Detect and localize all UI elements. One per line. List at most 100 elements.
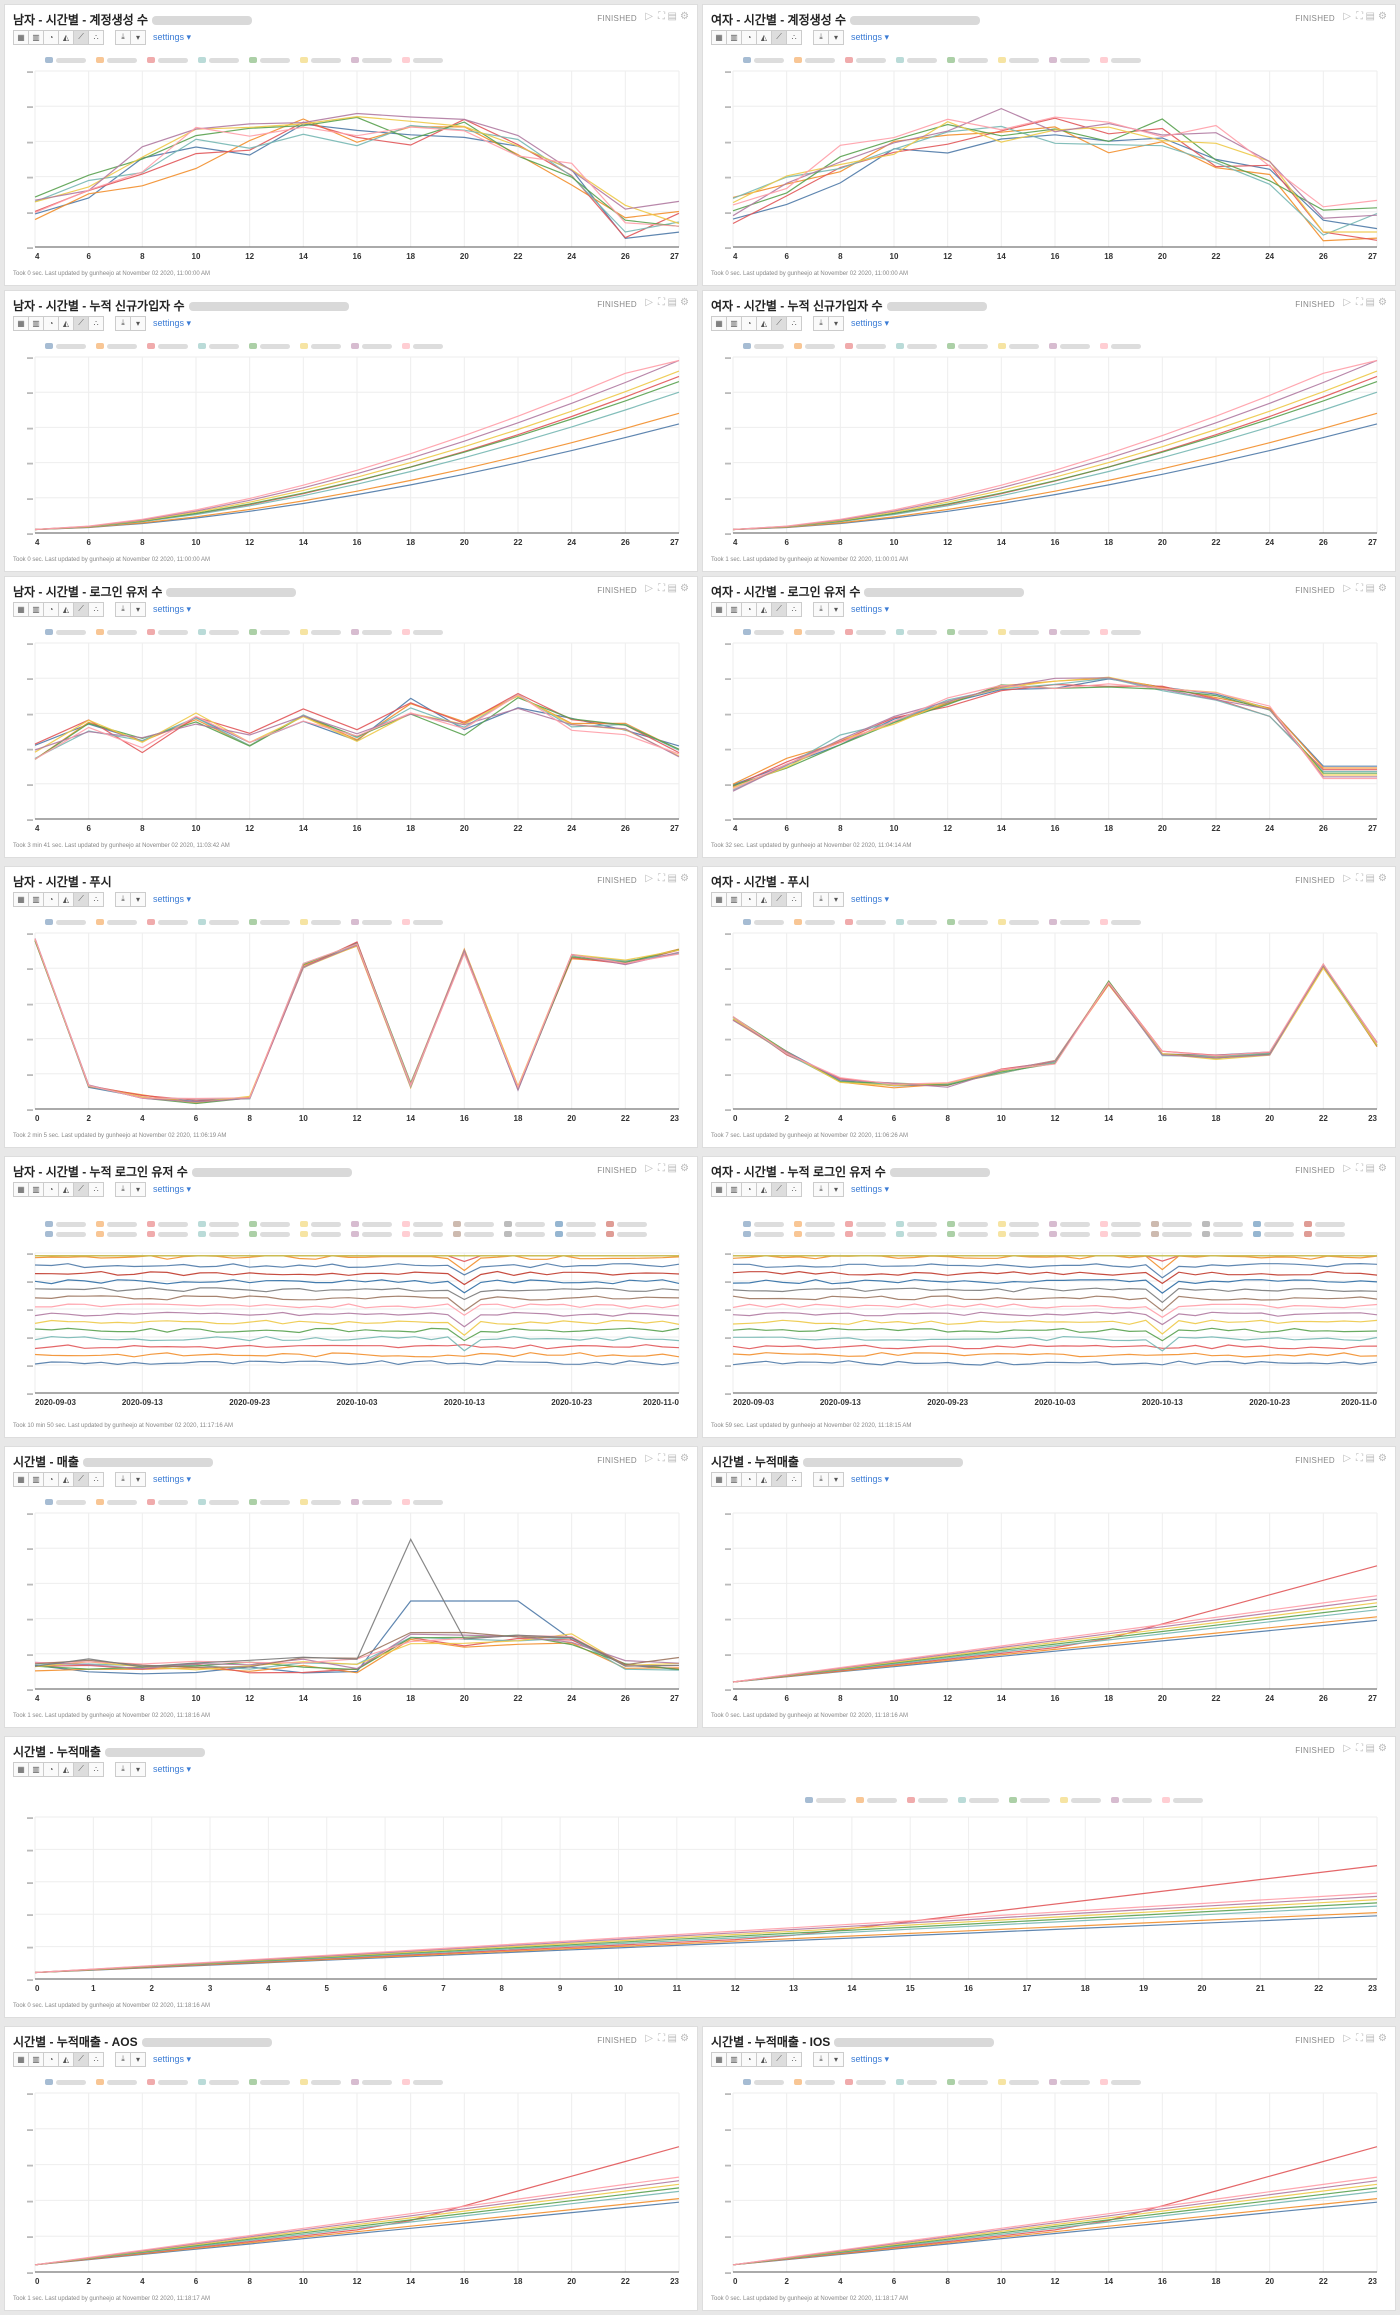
chevron-down-icon[interactable]: ▾ [130,2051,146,2067]
legend-item[interactable] [300,343,341,349]
settings-link[interactable]: settings ▾ [851,1183,890,1194]
legend-item[interactable] [300,629,341,635]
legend-item[interactable] [351,2079,392,2085]
gear-icon[interactable]: ⚙ [1378,297,1387,308]
area-chart-icon[interactable]: ◭ [58,2051,74,2067]
legend-item[interactable] [402,919,443,925]
legend-item[interactable] [198,919,239,925]
bar-chart-icon[interactable]: ▥ [726,1181,742,1197]
run-icon[interactable]: ▷ [1343,583,1351,594]
legend-item[interactable] [1202,1221,1243,1227]
paragraph-title[interactable]: 남자 - 시간별 - 푸시 [13,875,112,889]
paragraph-title[interactable]: 남자 - 시간별 - 누적 신규가입자 수 [13,297,349,314]
legend-item[interactable] [402,1231,443,1237]
paragraph-title[interactable]: 여자 - 시간별 - 누적 로그인 유저 수 [711,1163,990,1180]
scatter-chart-icon[interactable]: ∴ [88,891,104,907]
line-chart[interactable]: ▬▬▬▬▬▬0 2 4 6 8 10 12 14 16 18 20 22 23 [703,867,1397,1149]
run-icon[interactable]: ▷ [645,11,653,22]
legend-item[interactable] [743,629,784,635]
gear-icon[interactable]: ⚙ [680,11,689,22]
legend-item[interactable] [794,1231,835,1237]
scatter-chart-icon[interactable]: ∴ [786,2051,802,2067]
pie-chart-icon[interactable]: ◔ [43,601,59,617]
table-icon[interactable]: ▤ [1365,1743,1375,1754]
legend-item[interactable] [794,343,835,349]
gear-icon[interactable]: ⚙ [1378,1453,1387,1464]
expand-icon[interactable]: ⛶ [658,583,665,594]
line-chart-icon[interactable]: ⟋ [73,891,89,907]
legend-item[interactable] [453,1231,494,1237]
settings-link[interactable]: settings ▾ [153,31,192,42]
area-chart-icon[interactable]: ◭ [756,891,772,907]
area-chart-icon[interactable]: ◭ [58,1761,74,1777]
line-chart[interactable]: ▬▬▬▬▬▬0 1 2 3 4 5 6 7 8 9 10 11 12 13 14 15 16 17 18 19 20 21… [5,1737,1397,2019]
legend-item[interactable] [1253,1221,1294,1227]
chevron-down-icon[interactable]: ▾ [130,891,146,907]
legend-item[interactable] [351,919,392,925]
gear-icon[interactable]: ⚙ [1378,11,1387,22]
run-icon[interactable]: ▷ [1343,2033,1351,2044]
chevron-down-icon[interactable]: ▾ [130,1761,146,1777]
scatter-chart-icon[interactable]: ∴ [88,29,104,45]
legend-item[interactable] [300,919,341,925]
legend-item[interactable] [198,1221,239,1227]
table-icon[interactable]: ▤ [667,297,677,308]
line-chart[interactable]: ▬▬▬▬▬▬0 2 4 6 8 10 12 14 16 18 20 22 23 [5,2027,699,2312]
legend-item[interactable] [1162,1797,1203,1803]
scatter-chart-icon[interactable]: ∴ [88,1471,104,1487]
legend-item[interactable] [1049,1231,1090,1237]
line-chart[interactable]: ▬▬▬▬▬▬4 6 8 10 12 14 16 18 20 22 24 26 27 [703,1447,1397,1729]
legend-item[interactable] [1253,1231,1294,1237]
legend-item[interactable] [147,1221,188,1227]
legend-item[interactable] [504,1221,545,1227]
legend-item[interactable] [1100,2079,1141,2085]
legend-item[interactable] [1049,919,1090,925]
settings-link[interactable]: settings ▾ [153,893,192,904]
legend-item[interactable] [1049,343,1090,349]
line-chart[interactable]: ▬▬▬▬▬▬0 2 4 6 8 10 12 14 16 18 20 22 23 [5,867,699,1149]
line-chart[interactable]: ▬▬▬▬▬▬0 2 4 6 8 10 12 14 16 18 20 22 23 [703,2027,1397,2312]
chevron-down-icon[interactable]: ▾ [130,601,146,617]
table-icon[interactable]: ▤ [1365,2033,1375,2044]
chevron-down-icon[interactable]: ▾ [828,1471,844,1487]
chevron-down-icon[interactable]: ▾ [828,29,844,45]
gear-icon[interactable]: ⚙ [680,2033,689,2044]
legend-item[interactable] [794,629,835,635]
legend-item[interactable] [45,343,86,349]
legend-item[interactable] [402,1221,443,1227]
legend-item[interactable] [147,919,188,925]
legend-item[interactable] [96,919,137,925]
settings-link[interactable]: settings ▾ [153,317,192,328]
scatter-chart-icon[interactable]: ∴ [88,1181,104,1197]
gear-icon[interactable]: ⚙ [1378,583,1387,594]
table-icon[interactable]: ▤ [1365,11,1375,22]
expand-icon[interactable]: ⛶ [1356,873,1363,884]
paragraph-title[interactable]: 시간별 - 누적매출 - IOS [711,2033,995,2050]
legend-item[interactable] [351,1231,392,1237]
legend-item[interactable] [743,1231,784,1237]
scatter-chart-icon[interactable]: ∴ [786,891,802,907]
scatter-chart-icon[interactable]: ∴ [88,2051,104,2067]
expand-icon[interactable]: ⛶ [1356,583,1363,594]
legend-item[interactable] [249,919,290,925]
legend-item[interactable] [998,1221,1039,1227]
expand-icon[interactable]: ⛶ [1356,2033,1363,2044]
line-chart[interactable]: ▬▬▬▬▬▬4 6 8 10 12 14 16 18 20 22 24 26 27 [703,577,1397,859]
gear-icon[interactable]: ⚙ [1378,1743,1387,1754]
legend-item[interactable] [147,57,188,63]
legend-item[interactable] [1060,1797,1101,1803]
legend-item[interactable] [845,629,886,635]
line-chart-icon[interactable]: ⟋ [73,315,89,331]
table-icon[interactable]: ▤ [1365,583,1375,594]
expand-icon[interactable]: ⛶ [1356,1453,1363,1464]
paragraph-title[interactable]: 여자 - 시간별 - 로그인 유저 수 [711,583,1025,600]
settings-link[interactable]: settings ▾ [851,893,890,904]
scatter-chart-icon[interactable]: ∴ [786,29,802,45]
legend-item[interactable] [300,57,341,63]
legend-item[interactable] [351,1221,392,1227]
legend-item[interactable] [45,1499,86,1505]
legend-item[interactable] [147,2079,188,2085]
legend-item[interactable] [947,343,988,349]
legend-item[interactable] [96,343,137,349]
table-icon[interactable]: ▤ [667,1163,677,1174]
